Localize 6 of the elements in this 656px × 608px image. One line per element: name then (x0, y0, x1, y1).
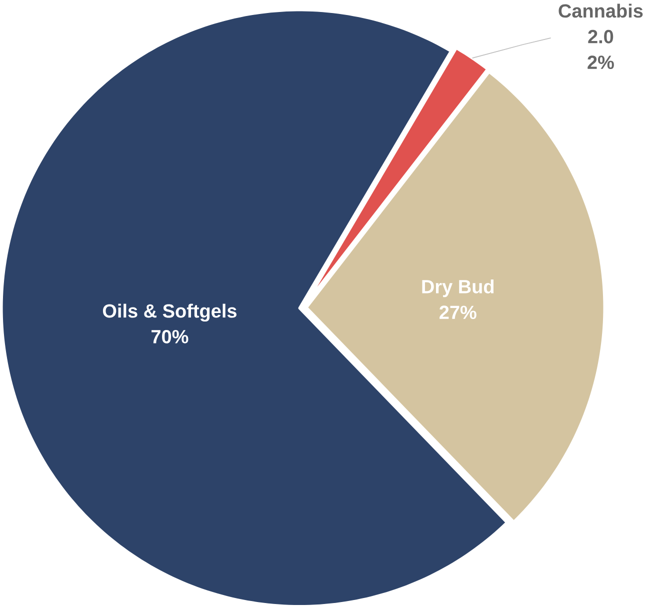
data-label: 2% (588, 56, 614, 70)
data-label: 27% (440, 306, 476, 320)
slice-label: Cannabis 2.0 (558, 4, 643, 44)
slice-label: Oils & Softgels (102, 304, 236, 322)
slice-label: Dry Bud (422, 280, 494, 298)
data-label: 70% (152, 330, 188, 344)
